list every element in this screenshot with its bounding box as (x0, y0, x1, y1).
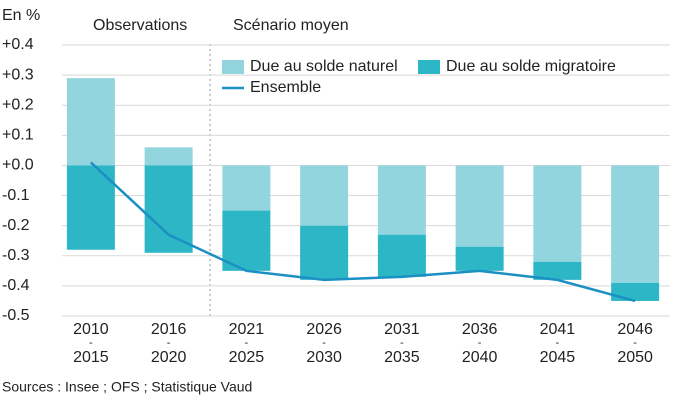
bar (300, 225, 349, 280)
x-tick-label: 2026 -2030 (306, 321, 342, 366)
bar (144, 165, 193, 253)
legend-label: Due au solde naturel (250, 58, 398, 75)
bar (144, 147, 193, 166)
bar (455, 165, 504, 247)
x-tick-label: 2041 -2045 (540, 321, 576, 366)
bar (222, 210, 271, 271)
legend-swatch (222, 60, 244, 74)
x-tick-label: 2010 -2015 (73, 321, 109, 366)
y-unit-label: En % (2, 7, 40, 24)
y-tick-label: -0.3 (2, 247, 30, 264)
x-tick-label: 2031 -2035 (384, 321, 420, 366)
y-tick-label: -0.4 (2, 277, 30, 294)
y-tick-label: -0.5 (2, 307, 30, 324)
bar (377, 165, 426, 235)
bar (377, 234, 426, 277)
bar (66, 165, 115, 250)
legend-label: Due au solde migratoire (446, 58, 616, 75)
line (90, 161, 636, 303)
bar (533, 165, 582, 262)
scenario-label: Scénario moyen (233, 17, 349, 34)
y-tick-label: +0.3 (2, 66, 34, 83)
y-tick-label: +0.2 (2, 96, 34, 113)
legend-swatch (418, 60, 440, 74)
y-tick-label: -0.1 (2, 187, 30, 204)
legend-label: Ensemble (250, 79, 321, 96)
x-tick-label: 2021 -2025 (229, 321, 265, 366)
bar (222, 165, 271, 211)
y-tick-label: +0.1 (2, 127, 34, 144)
y-tick-label: -0.2 (2, 217, 30, 234)
bar (611, 165, 660, 283)
y-tick-label: +0.4 (2, 36, 34, 53)
bar (533, 261, 582, 280)
bar (611, 282, 660, 301)
y-tick-label: +0.0 (2, 157, 34, 174)
bar (300, 165, 349, 226)
bar (455, 246, 504, 271)
x-tick-label: 2016 -2020 (151, 321, 187, 366)
observations-label: Observations (93, 17, 187, 34)
x-tick-label: 2046 -2050 (617, 321, 653, 366)
bar (66, 78, 115, 166)
source: Sources : Insee ; OFS ; Statistique Vaud (2, 379, 252, 395)
x-tick-label: 2036 -2040 (462, 321, 498, 366)
